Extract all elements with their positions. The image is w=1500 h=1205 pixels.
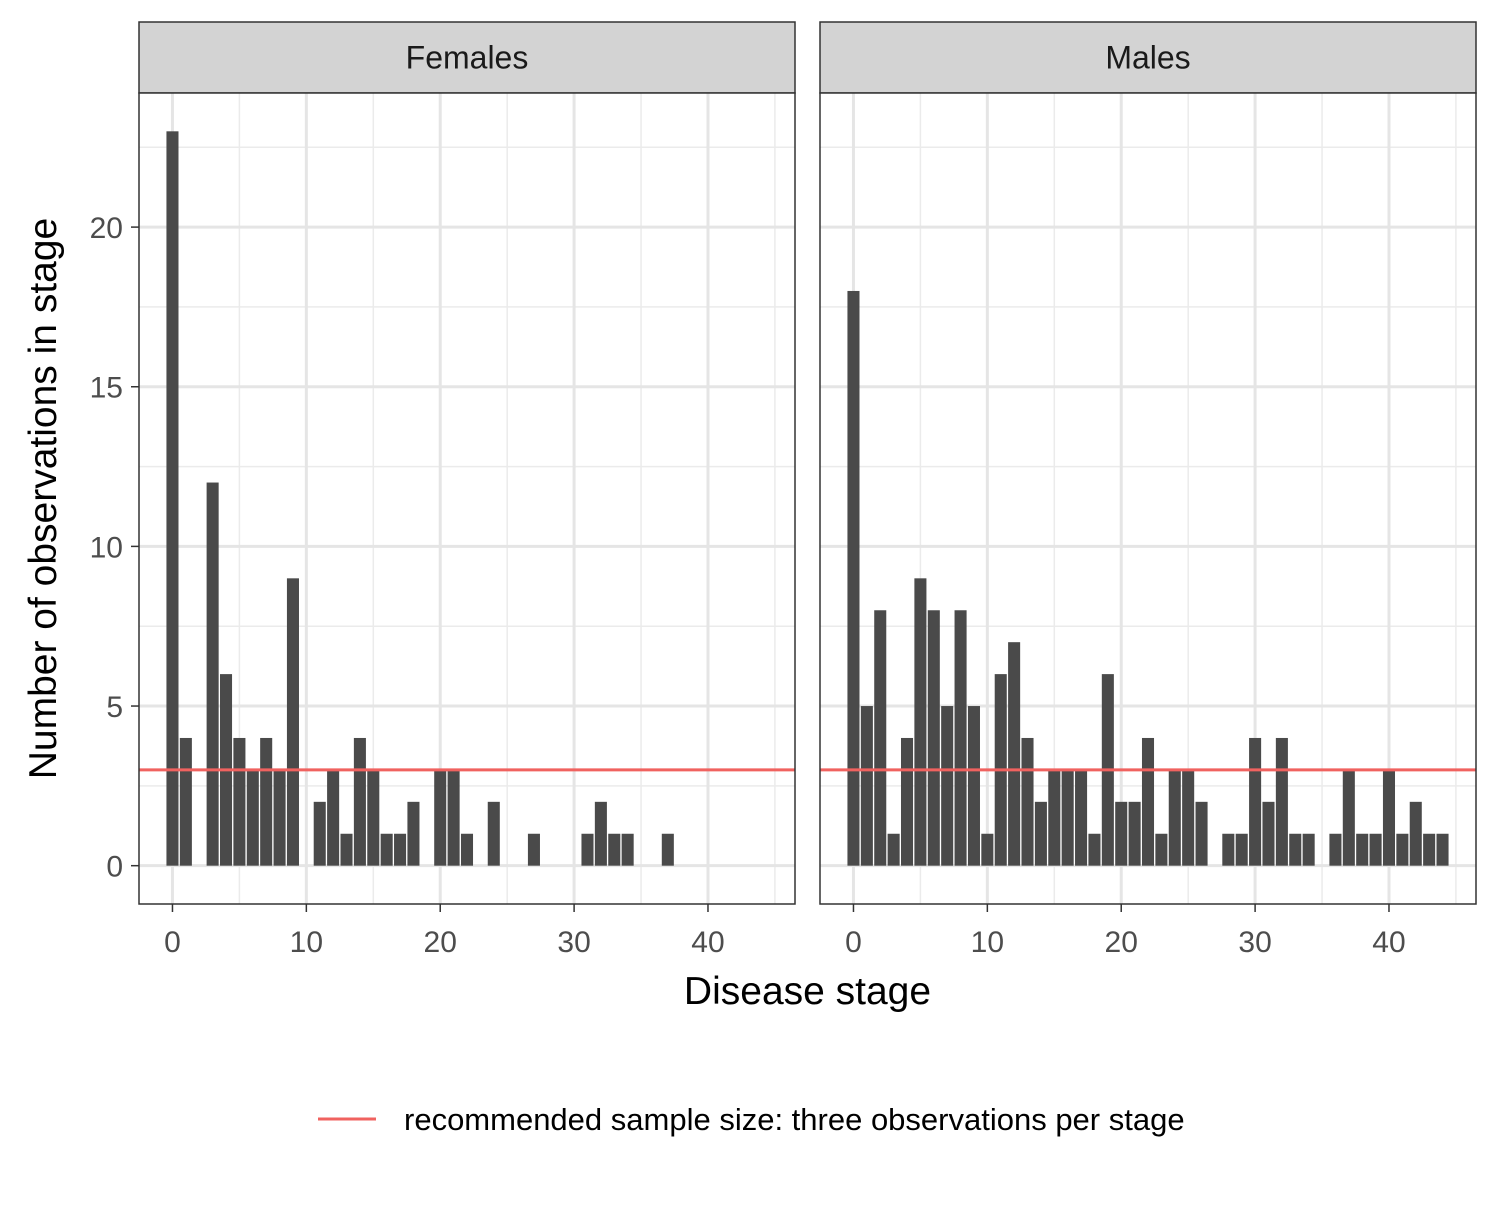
y-tick-label: 5	[106, 691, 123, 724]
x-tick-label: 40	[1372, 926, 1405, 959]
bar	[941, 706, 954, 866]
facet-label: Females	[406, 40, 529, 76]
bar	[233, 737, 246, 866]
bar	[1155, 833, 1168, 866]
bar	[981, 833, 994, 866]
bar	[661, 833, 674, 866]
bar	[1289, 833, 1302, 866]
bar	[1409, 801, 1422, 866]
bar	[1235, 833, 1248, 866]
x-tick-label: 30	[557, 926, 590, 959]
panel-border	[138, 92, 796, 905]
y-axis-title: Number of observations in stage	[22, 218, 65, 779]
legend-label: recommended sample size: three observati…	[404, 1102, 1185, 1137]
bar	[166, 131, 179, 866]
bar	[1128, 801, 1141, 866]
bar	[286, 578, 299, 866]
bar	[1088, 833, 1101, 866]
bar	[1141, 737, 1155, 866]
panel-border	[819, 92, 1477, 905]
bar	[1329, 833, 1342, 866]
bar	[927, 610, 940, 866]
bar	[1382, 769, 1396, 866]
y-tick-label: 15	[90, 372, 123, 405]
bar	[394, 833, 407, 866]
bar	[367, 769, 380, 866]
panel-males: Males 0 10 20 30 40	[819, 21, 1477, 959]
bar	[621, 833, 634, 866]
bar	[1115, 801, 1128, 866]
x-axis-title: Disease stage	[684, 970, 931, 1013]
bar	[1356, 833, 1369, 866]
bar	[1034, 801, 1047, 866]
bar	[900, 737, 914, 866]
bar	[407, 801, 420, 866]
bar	[527, 833, 540, 866]
x-tick-label: 20	[1105, 926, 1138, 959]
facet-strip	[138, 21, 796, 94]
bar	[340, 833, 353, 866]
bar	[1275, 737, 1288, 866]
x-tick-label: 0	[164, 926, 181, 959]
bar	[954, 610, 967, 866]
bar	[460, 833, 474, 866]
bar	[353, 737, 366, 866]
bar	[1075, 769, 1088, 866]
bar	[246, 769, 259, 866]
bar	[447, 769, 460, 866]
x-tick-label: 40	[691, 926, 724, 959]
bar	[1369, 833, 1382, 866]
bar	[1195, 801, 1208, 866]
x-tick-label: 10	[290, 926, 323, 959]
bar	[1048, 769, 1061, 866]
x-tick-label: 0	[845, 926, 862, 959]
bar	[1342, 769, 1355, 866]
bar	[487, 801, 500, 866]
x-tick-label: 20	[424, 926, 457, 959]
panel-females: Females 0 10 20 30 40 0 5 10 15 20	[90, 21, 796, 959]
y-tick-label: 0	[106, 851, 123, 884]
bar	[1021, 737, 1034, 866]
bar	[860, 706, 873, 866]
bar	[1423, 833, 1436, 866]
bar	[874, 610, 887, 866]
bar	[327, 769, 340, 866]
bar	[434, 769, 447, 866]
bar	[1262, 801, 1275, 866]
bar	[179, 737, 192, 866]
bar	[273, 769, 286, 866]
bar	[1061, 769, 1074, 866]
bar	[1182, 769, 1195, 866]
bar	[1436, 833, 1449, 866]
bar	[380, 833, 393, 866]
bar	[1168, 769, 1181, 866]
x-tick-label: 30	[1238, 926, 1271, 959]
bar	[967, 706, 980, 866]
bar	[206, 482, 219, 866]
bar	[594, 801, 607, 866]
bar	[313, 801, 326, 866]
bar	[887, 833, 900, 866]
bar	[1302, 833, 1315, 866]
bar	[1222, 833, 1235, 866]
bar	[1008, 642, 1021, 866]
bar	[1396, 833, 1409, 866]
facet-strip	[819, 21, 1477, 94]
y-tick-label: 10	[90, 531, 123, 564]
bar	[608, 833, 621, 866]
bar	[914, 578, 927, 866]
bar	[581, 833, 594, 866]
y-tick-label: 20	[90, 212, 123, 245]
bar	[847, 290, 860, 866]
bar	[260, 737, 273, 866]
legend: recommended sample size: three observati…	[318, 1102, 1185, 1137]
x-tick-label: 10	[971, 926, 1004, 959]
facet-label: Males	[1105, 40, 1190, 76]
bar	[1249, 737, 1262, 866]
